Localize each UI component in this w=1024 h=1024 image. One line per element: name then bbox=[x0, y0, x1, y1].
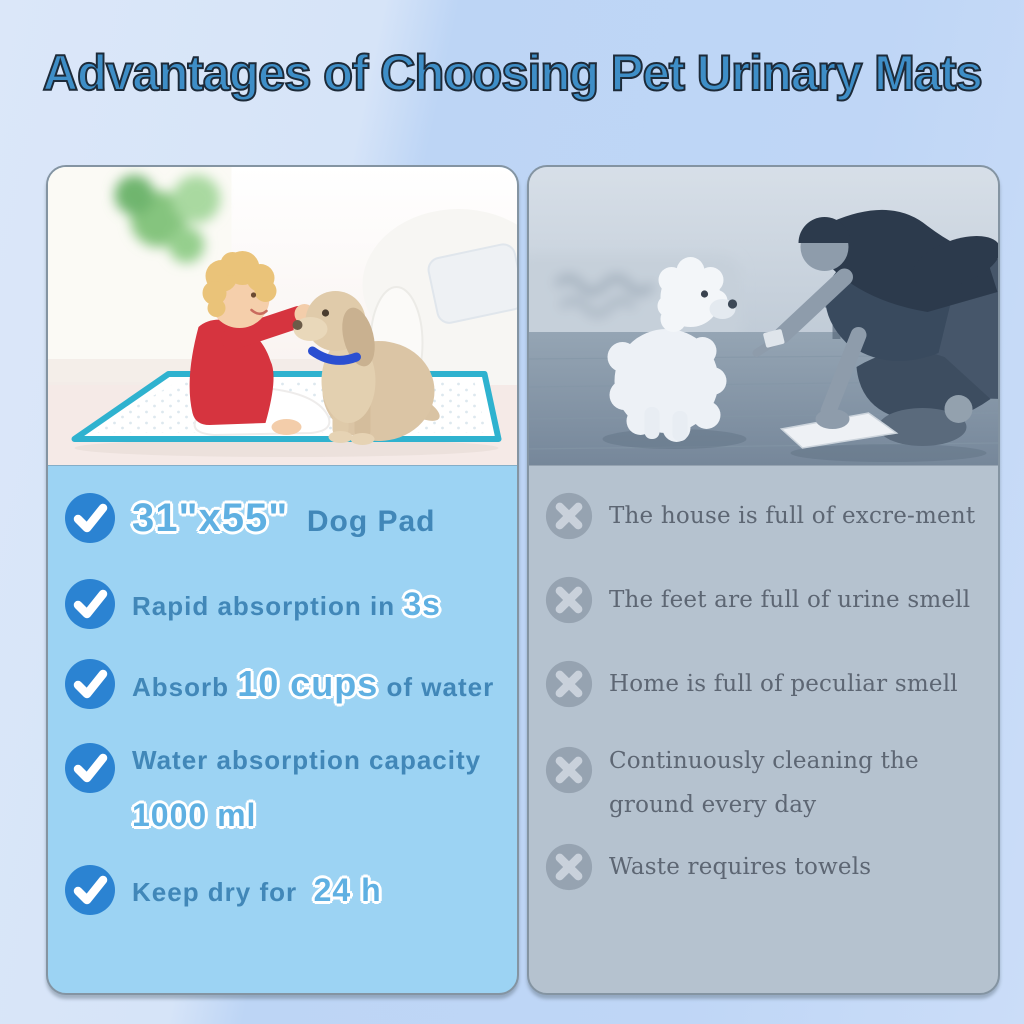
problem-row-cleaning: Continuously cleaning the ground every d… bbox=[545, 740, 990, 827]
child-hair bbox=[202, 251, 277, 317]
poodle-figure bbox=[602, 257, 747, 449]
problems-panel: The house is full of excre-ment The feet… bbox=[527, 165, 1000, 995]
problem-row-urine-smell: The feet are full of urine smell bbox=[545, 576, 990, 624]
benefit-row-size: 31"x55" Dog Pad bbox=[64, 492, 509, 544]
x-icon bbox=[545, 660, 593, 708]
page-title: Advantages of Choosing Pet Urinary Mats bbox=[41, 44, 983, 102]
benefit-text: Water absorption capacity 1000 ml bbox=[132, 745, 498, 834]
check-icon bbox=[64, 492, 116, 544]
x-icon bbox=[545, 746, 593, 794]
benefit-text: Keep dry for 24 h bbox=[132, 871, 382, 908]
problem-text: The house is full of excre-ment bbox=[609, 503, 976, 529]
problem-text: The feet are full of urine smell bbox=[609, 587, 971, 613]
problem-text: Home is full of peculiar smell bbox=[609, 671, 958, 697]
dog-collar bbox=[308, 346, 361, 365]
comparison-panels: 31"x55" Dog Pad Rapid absorption in 3s A… bbox=[46, 165, 1000, 995]
left-photo-illustration bbox=[48, 167, 517, 465]
benefit-row-dry-time: Keep dry for 24 h bbox=[64, 864, 509, 916]
x-icon bbox=[545, 843, 593, 891]
plant-backdrop bbox=[114, 175, 221, 263]
benefit-row-capacity-ml: Water absorption capacity 1000 ml bbox=[64, 736, 509, 846]
right-photo bbox=[529, 167, 998, 466]
benefit-row-absorption-speed: Rapid absorption in 3s bbox=[64, 578, 509, 630]
problem-row-excrement: The house is full of excre-ment bbox=[545, 492, 990, 540]
check-icon bbox=[64, 864, 116, 916]
problem-row-towels: Waste requires towels bbox=[545, 843, 990, 891]
problem-row-peculiar-smell: Home is full of peculiar smell bbox=[545, 660, 990, 708]
right-photo-illustration bbox=[529, 167, 998, 465]
advantages-panel: 31"x55" Dog Pad Rapid absorption in 3s A… bbox=[46, 165, 519, 995]
benefit-text: Rapid absorption in 3s bbox=[132, 585, 441, 622]
title-bar: Advantages of Choosing Pet Urinary Mats bbox=[0, 44, 1024, 102]
benefit-text: Absorb 10 cups of water bbox=[132, 663, 495, 704]
x-icon bbox=[545, 576, 593, 624]
problem-text: Continuously cleaning the ground every d… bbox=[609, 748, 927, 818]
benefit-row-capacity-cups: Absorb 10 cups of water bbox=[64, 658, 509, 710]
benefit-text: 31"x55" Dog Pad bbox=[132, 495, 436, 540]
advantages-list: 31"x55" Dog Pad Rapid absorption in 3s A… bbox=[48, 466, 517, 993]
x-icon bbox=[545, 492, 593, 540]
check-icon bbox=[64, 658, 116, 710]
puppy-figure bbox=[292, 291, 440, 445]
check-icon bbox=[64, 578, 116, 630]
problem-text: Waste requires towels bbox=[609, 854, 872, 881]
problems-list: The house is full of excre-ment The feet… bbox=[529, 466, 998, 993]
check-icon bbox=[64, 742, 116, 794]
child-figure bbox=[189, 251, 331, 437]
woman-figure bbox=[752, 209, 998, 462]
left-photo bbox=[48, 167, 517, 466]
